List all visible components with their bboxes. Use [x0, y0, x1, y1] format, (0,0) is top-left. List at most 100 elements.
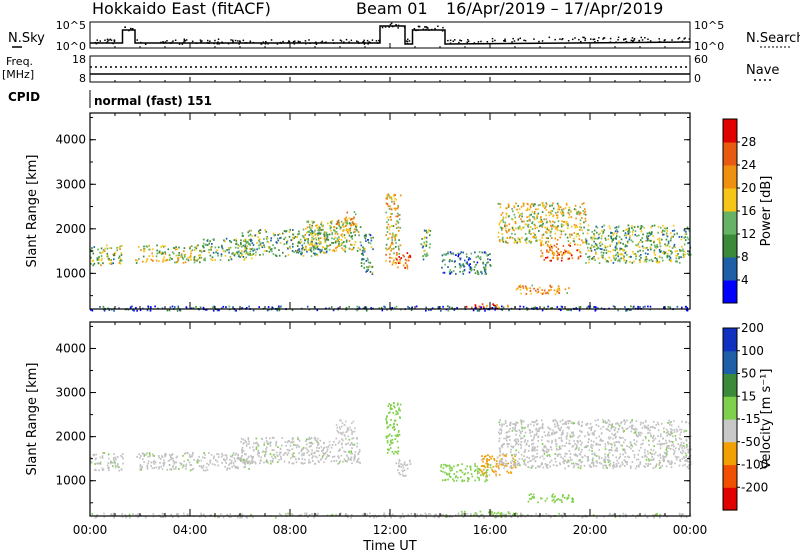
power-cell	[502, 219, 504, 221]
velocity-cell	[660, 433, 662, 436]
power-cell	[283, 230, 286, 232]
velocity-cell	[301, 454, 303, 457]
power-cell	[525, 238, 528, 240]
velocity-cell	[485, 469, 488, 472]
power-cell	[316, 309, 319, 312]
velocity-cell	[610, 449, 613, 452]
velocity-cell	[511, 457, 514, 460]
nsearch-label: N.Search	[746, 31, 800, 46]
velocity-cell	[206, 462, 208, 465]
velocity-cell	[645, 462, 647, 465]
nsearch-point	[214, 39, 216, 42]
velocity-cell	[245, 441, 248, 443]
velocity-cell	[495, 470, 497, 473]
nave-tick-top: 60	[694, 53, 708, 66]
velocity-cell	[357, 457, 360, 460]
nsearch-point	[594, 40, 596, 43]
power-cell	[164, 259, 167, 262]
power-cell	[570, 225, 573, 228]
power-cell	[249, 250, 252, 253]
velocity-cell	[257, 453, 259, 456]
velocity-cell	[566, 453, 568, 455]
velocity-cell	[308, 454, 311, 457]
power-cell	[169, 306, 172, 309]
velocity-cell	[189, 469, 192, 472]
power-cell	[340, 226, 342, 229]
power-cell	[497, 202, 500, 205]
power-cell	[628, 309, 631, 311]
power-cell	[516, 241, 518, 244]
velocity-cell	[158, 455, 160, 457]
velocity-cell	[113, 459, 115, 461]
power-cell	[152, 255, 154, 258]
power-cell	[244, 248, 246, 251]
power-cell	[396, 254, 398, 256]
power-cell	[640, 227, 642, 229]
power-cell	[371, 265, 374, 268]
power-cell	[516, 240, 519, 243]
velocity-cell	[332, 456, 334, 458]
velocity-cell	[214, 463, 216, 466]
nsearch-point	[169, 42, 172, 44]
power-cell	[568, 233, 571, 236]
power-cell	[138, 258, 140, 260]
velocity-cell	[350, 452, 352, 455]
velocity-cell	[672, 435, 674, 438]
velocity-cell	[588, 449, 591, 452]
velocity-cell	[619, 455, 621, 458]
power-cell	[690, 253, 692, 256]
power-cell	[513, 229, 515, 232]
velocity-cell	[328, 455, 330, 457]
velocity-cell	[437, 516, 439, 519]
power-cell	[397, 245, 400, 248]
power-cell	[548, 214, 551, 217]
velocity-cell	[684, 452, 687, 455]
velocity-cell	[539, 426, 542, 429]
velocity-cell	[533, 448, 536, 451]
power-cell	[672, 235, 674, 238]
power-cell	[314, 242, 317, 245]
power-cell	[474, 251, 476, 254]
power-cell	[386, 308, 388, 311]
power-cell	[202, 306, 205, 309]
power-cell	[475, 263, 477, 266]
velocity-cell	[331, 444, 334, 446]
power-cell	[256, 242, 258, 244]
power-cell	[555, 226, 557, 229]
velocity-cell	[510, 465, 512, 467]
velocity-cell	[224, 465, 226, 468]
power-cell	[119, 259, 122, 262]
power-cell	[484, 309, 486, 312]
power-cell	[257, 231, 260, 234]
velocity-cell	[339, 460, 342, 462]
nsearch-point	[249, 40, 252, 42]
power-cell	[315, 253, 317, 255]
power-cell	[585, 241, 588, 244]
power-cell	[355, 223, 357, 225]
nsearch-point	[441, 30, 444, 32]
velocity-cell	[622, 463, 624, 466]
velocity-cell	[253, 449, 255, 452]
velocity-cell	[669, 448, 672, 450]
velocity-cell	[617, 441, 619, 443]
velocity-cell	[388, 434, 390, 437]
velocity-cell	[555, 431, 557, 434]
power-cell	[674, 250, 677, 253]
power-cell	[459, 252, 462, 255]
power-cell	[103, 250, 106, 253]
power-cell	[638, 234, 640, 237]
velocity-cell	[348, 451, 350, 454]
velocity-cell	[593, 465, 595, 467]
velocity-cell	[350, 456, 353, 459]
power-cell	[582, 232, 584, 235]
power-cell	[536, 216, 538, 218]
power-cell	[135, 259, 137, 262]
velocity-cell	[296, 444, 299, 447]
power-cell	[311, 231, 314, 234]
power-cell	[162, 246, 165, 248]
power-cell	[204, 259, 206, 262]
velocity-cell	[388, 412, 390, 414]
velocity-cell	[279, 451, 281, 454]
